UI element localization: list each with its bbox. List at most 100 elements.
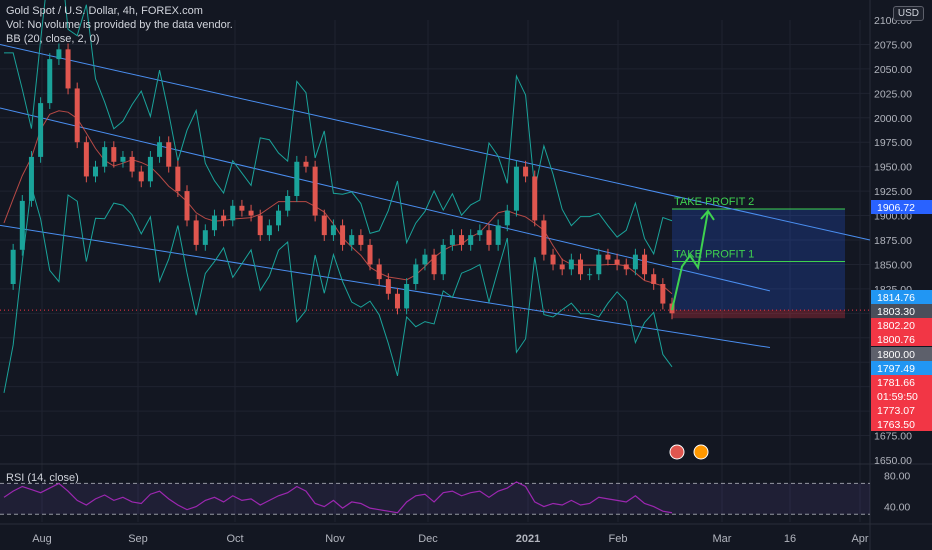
candle-body[interactable] [202,230,208,245]
candle-body[interactable] [660,284,666,304]
candle-body[interactable] [459,235,465,245]
candle-body[interactable] [93,166,99,177]
candle-body[interactable] [47,59,53,104]
candle-body[interactable] [513,166,519,211]
candle-body[interactable] [83,142,89,177]
candle-body[interactable] [38,103,44,157]
candle-body[interactable] [568,259,574,270]
candle-body[interactable] [74,88,80,143]
candle-body[interactable] [10,249,16,284]
symbol-title[interactable]: Gold Spot / U.S. Dollar, 4h, FOREX.com [6,5,203,17]
price-tag-label: 1797.49 [877,363,915,375]
currency-badge[interactable]: USD [892,6,924,21]
candle-body[interactable] [495,225,501,245]
candle-body[interactable] [340,225,346,245]
candle-body[interactable] [559,264,565,270]
candle-body[interactable] [394,293,400,309]
candle-body[interactable] [56,49,62,60]
projection-path[interactable] [671,210,709,311]
candle-body[interactable] [642,254,648,275]
candle-body[interactable] [596,254,602,275]
rsi-line[interactable] [3,481,673,514]
price-tick-label: 2075.00 [874,39,912,51]
bollinger-label[interactable]: BB (20, close, 2, 0) [6,33,100,45]
profit-zone[interactable] [672,208,845,311]
candle-body[interactable] [19,200,25,250]
candle-body[interactable] [404,284,410,309]
rsi-tick-label: 80.00 [884,471,910,483]
take-profit-label-2[interactable]: TAKE PROFIT 2 [674,196,754,208]
candle-body[interactable] [129,156,135,172]
price-tick-label: 1925.00 [874,186,912,198]
event-flag-icon[interactable] [669,444,685,460]
candle-body[interactable] [632,254,638,270]
candle-body[interactable] [623,264,629,270]
candle-body[interactable] [614,259,620,265]
candle-body[interactable] [193,220,199,245]
candle-body[interactable] [449,235,455,245]
candle-body[interactable] [211,215,217,231]
price-tag-bg [871,403,932,417]
candle-body[interactable] [532,176,538,221]
bollinger-upper [4,0,673,256]
candle-body[interactable] [376,264,382,280]
candle-body[interactable] [285,196,291,211]
take-profit-label-1[interactable]: TAKE PROFIT 1 [674,249,754,261]
candle-body[interactable] [184,191,190,221]
candle-body[interactable] [239,205,245,211]
rsi-label[interactable]: RSI (14, close) [6,472,79,484]
candle-body[interactable] [138,171,144,182]
stop-zone[interactable] [672,310,845,319]
time-tick-label: Nov [325,533,345,545]
candle-body[interactable] [276,210,282,226]
candle-body[interactable] [422,254,428,265]
candle-body[interactable] [230,205,236,221]
candle-body[interactable] [175,166,181,192]
time-tick-label: Sep [128,533,148,545]
projection-arrowhead [700,209,715,221]
candle-body[interactable] [431,254,437,275]
candle-body[interactable] [28,156,34,201]
candle-body[interactable] [65,49,71,89]
candle-body[interactable] [157,142,163,157]
channel-line-upper[interactable] [0,43,871,241]
candle-body[interactable] [577,259,583,275]
candle-body[interactable] [266,225,272,236]
candle-body[interactable] [468,235,474,245]
candle-body[interactable] [221,215,227,221]
candle-body[interactable] [523,166,529,177]
candle-body[interactable] [303,161,309,167]
candle-body[interactable] [147,156,153,182]
candle-body[interactable] [550,254,556,265]
candle-body[interactable] [120,156,126,162]
event-flag-icon[interactable] [693,444,709,460]
channel-line-lower[interactable] [0,224,771,349]
candle-body[interactable] [486,230,492,245]
candle-body[interactable] [166,142,172,167]
candle-body[interactable] [541,220,547,255]
price-tick-label: 2000.00 [874,113,912,125]
channel-line-middle[interactable] [0,107,771,292]
candle-body[interactable] [605,254,611,260]
candle-body[interactable] [358,235,364,245]
candle-body[interactable] [321,215,327,236]
candle-body[interactable] [257,215,263,236]
candle-body[interactable] [413,264,419,284]
candle-body[interactable] [102,147,108,167]
candle-body[interactable] [367,244,373,265]
candle-body[interactable] [248,210,254,216]
candle-body[interactable] [312,166,318,216]
candle-body[interactable] [440,244,446,275]
candle-body[interactable] [111,147,117,162]
candle-body[interactable] [477,230,483,236]
candle-body[interactable] [504,210,510,226]
candle-body[interactable] [349,235,355,245]
candle-body[interactable] [294,161,300,196]
candle-body[interactable] [651,274,657,284]
candle-body[interactable] [587,274,593,276]
time-tick-label: Dec [418,533,438,545]
candle-body[interactable] [330,225,336,236]
candle-body[interactable] [385,279,391,294]
